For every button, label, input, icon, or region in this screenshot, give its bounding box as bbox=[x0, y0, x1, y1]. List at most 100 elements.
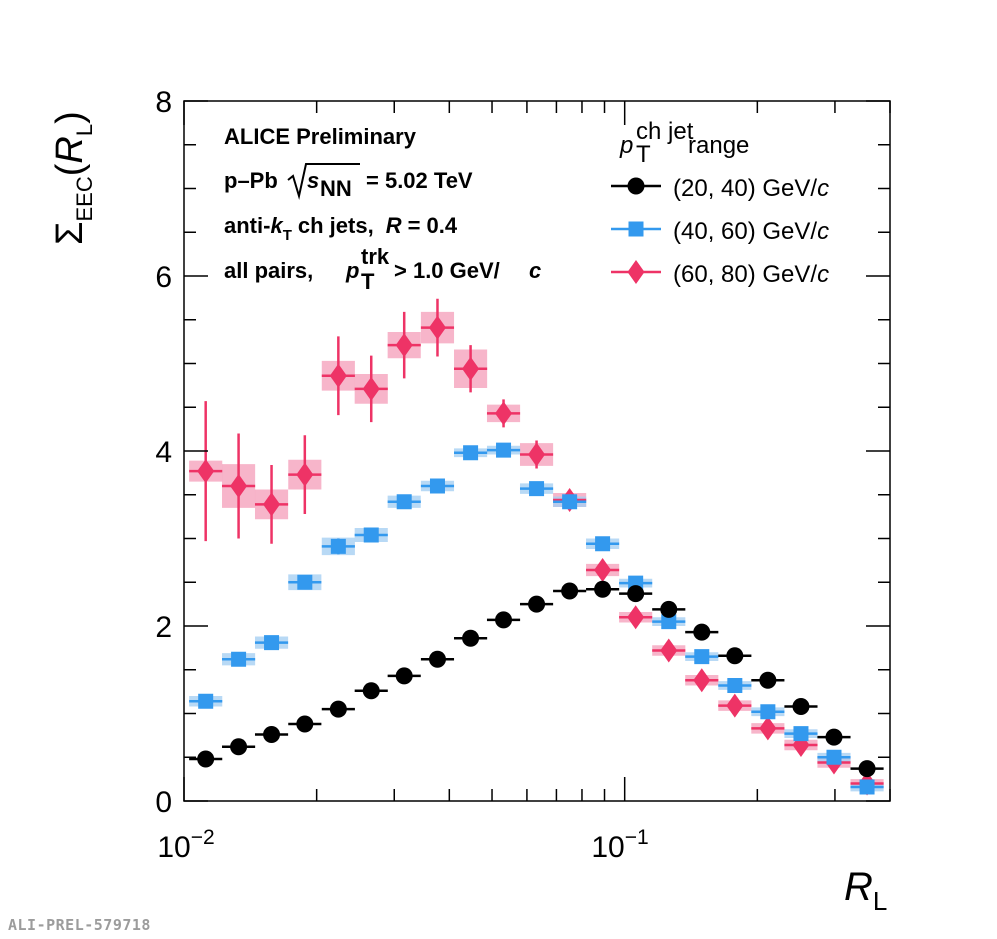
svg-text:p: p bbox=[619, 132, 633, 159]
point-circle-10 bbox=[528, 595, 546, 613]
point-diamond-10 bbox=[528, 442, 546, 467]
legend-entry-20-40: (20, 40) GeV/c bbox=[673, 175, 829, 202]
y-tick-label-8: 8 bbox=[155, 86, 172, 119]
point-square-15 bbox=[694, 649, 710, 665]
axis-ticks bbox=[183, 100, 891, 802]
point-diamond-4 bbox=[329, 363, 347, 388]
svg-text:trk: trk bbox=[361, 244, 390, 269]
svg-text:= 5.02 TeV: = 5.02 TeV bbox=[366, 168, 473, 193]
y-tick-label-0: 0 bbox=[155, 786, 172, 819]
point-circle-0 bbox=[197, 750, 215, 768]
point-circle-15 bbox=[693, 623, 711, 641]
point-square-20 bbox=[859, 779, 875, 795]
point-circle-4 bbox=[329, 700, 347, 718]
point-circle-17 bbox=[759, 671, 777, 689]
annotation-alice-preliminary: ALICE Preliminary bbox=[224, 124, 417, 149]
point-circle-13 bbox=[627, 585, 645, 603]
point-square-6 bbox=[396, 494, 412, 510]
point-square-8 bbox=[463, 445, 479, 461]
svg-text:> 1.0 GeV/: > 1.0 GeV/ bbox=[394, 258, 500, 283]
point-square-3 bbox=[297, 574, 313, 590]
preliminary-id-label: ALI-PREL-579718 bbox=[8, 916, 151, 934]
point-diamond-15 bbox=[693, 668, 711, 693]
point-circle-14 bbox=[660, 600, 678, 618]
point-square-7 bbox=[429, 478, 445, 494]
point-diamond-2 bbox=[263, 492, 281, 517]
y-tick-label-4: 4 bbox=[155, 436, 172, 469]
point-square-9 bbox=[496, 442, 512, 458]
svg-text:range: range bbox=[688, 132, 749, 159]
point-circle-2 bbox=[263, 726, 281, 743]
svg-text:all pairs,: all pairs, bbox=[224, 258, 313, 283]
y-tick-label-2: 2 bbox=[155, 611, 172, 644]
point-circle-6 bbox=[395, 667, 413, 685]
legend-marker-diamond-icon bbox=[627, 260, 645, 284]
series-diamond-points bbox=[189, 298, 884, 796]
point-diamond-3 bbox=[296, 462, 314, 487]
point-circle-11 bbox=[561, 582, 579, 600]
x-tick-label-1e-2: 10−2 bbox=[157, 826, 214, 864]
point-diamond-0 bbox=[197, 459, 215, 484]
sqrt-sign-icon bbox=[287, 163, 360, 200]
point-diamond-6 bbox=[395, 333, 413, 358]
series-square-points bbox=[189, 442, 884, 795]
legend-marker-square-icon bbox=[628, 221, 644, 237]
annotation-jet-definition: anti-kT ch jets, R = 0.4 bbox=[224, 213, 458, 244]
svg-text:NN: NN bbox=[320, 176, 352, 201]
point-circle-20 bbox=[858, 760, 876, 778]
point-square-17 bbox=[760, 704, 776, 720]
x-axis-title: RL bbox=[844, 865, 887, 916]
point-circle-3 bbox=[296, 715, 314, 733]
point-square-2 bbox=[264, 635, 280, 651]
point-circle-1 bbox=[230, 738, 248, 756]
svg-text:s: s bbox=[307, 168, 319, 193]
point-circle-8 bbox=[462, 629, 480, 647]
series-diamond-boxes bbox=[189, 311, 884, 788]
point-circle-9 bbox=[495, 611, 513, 629]
point-circle-7 bbox=[428, 650, 446, 668]
x-tick-label-1e-1: 10−1 bbox=[591, 826, 648, 864]
point-square-12 bbox=[595, 536, 611, 552]
y-tick-label-6: 6 bbox=[155, 261, 172, 294]
point-circle-12 bbox=[594, 580, 612, 598]
point-square-4 bbox=[330, 538, 346, 554]
series-circle-points bbox=[189, 580, 884, 778]
svg-text:c: c bbox=[529, 258, 541, 283]
point-diamond-13 bbox=[627, 605, 645, 630]
point-square-11 bbox=[562, 494, 578, 510]
legend-markers bbox=[611, 177, 661, 284]
point-square-16 bbox=[727, 678, 743, 693]
legend-marker-circle-icon bbox=[627, 177, 645, 195]
point-circle-18 bbox=[792, 698, 810, 715]
point-diamond-16 bbox=[726, 693, 744, 718]
point-diamond-8 bbox=[462, 356, 480, 381]
point-diamond-14 bbox=[660, 638, 678, 663]
annotation-collision-system: p–Pb s NN = 5.02 TeV bbox=[224, 163, 473, 201]
point-square-0 bbox=[198, 693, 214, 709]
legend: p ch jet T range (20, 40) GeV/c (40, 60)… bbox=[611, 118, 829, 288]
annotation-track-cut: all pairs, p trk T > 1.0 GeV/ c bbox=[224, 244, 541, 294]
svg-text:ch jet: ch jet bbox=[636, 118, 694, 145]
point-square-10 bbox=[529, 481, 545, 497]
point-diamond-5 bbox=[362, 376, 380, 401]
point-circle-5 bbox=[362, 682, 380, 700]
point-square-1 bbox=[231, 651, 247, 667]
point-square-19 bbox=[826, 749, 842, 765]
svg-text:T: T bbox=[361, 269, 375, 294]
point-square-14 bbox=[661, 614, 677, 630]
svg-text:T: T bbox=[636, 141, 651, 168]
series-layer bbox=[189, 298, 884, 796]
legend-entry-60-80: (60, 80) GeV/c bbox=[673, 261, 829, 288]
series-square-boxes bbox=[189, 445, 884, 792]
point-diamond-1 bbox=[230, 474, 248, 498]
point-diamond-9 bbox=[495, 401, 513, 426]
y-axis-title: ΣEEC(RL) bbox=[49, 111, 97, 245]
point-square-18 bbox=[793, 726, 809, 742]
svg-text:p–Pb: p–Pb bbox=[224, 168, 278, 193]
point-circle-16 bbox=[726, 647, 744, 665]
legend-title: p ch jet T range bbox=[619, 118, 749, 168]
point-diamond-17 bbox=[759, 716, 777, 741]
data-layer bbox=[189, 298, 884, 796]
svg-text:p: p bbox=[345, 258, 359, 283]
